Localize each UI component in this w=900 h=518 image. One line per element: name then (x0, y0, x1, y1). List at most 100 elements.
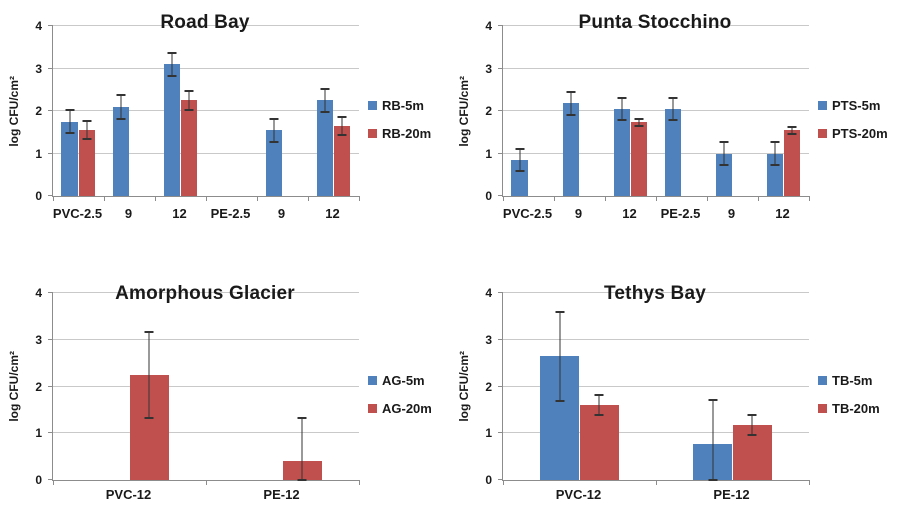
y-tick-label: 4 (485, 19, 492, 33)
chart-title: Road Bay (160, 12, 250, 33)
bar-RB-5m (316, 100, 334, 196)
bar-PTS-5m (511, 159, 529, 196)
x-axis-label: 9 (727, 206, 736, 221)
legend-item: TB-5m (818, 373, 900, 388)
error-bar (787, 125, 797, 135)
error-bar-cap-bottom (719, 163, 729, 166)
error-bar (144, 330, 154, 419)
bar-RB-20m (180, 100, 198, 196)
y-tick-label: 4 (35, 286, 42, 300)
y-tick-label: 1 (485, 426, 492, 441)
y-tick-label: 3 (35, 332, 42, 347)
error-bar-cap-top (337, 115, 347, 118)
error-bar-cap-bottom (617, 118, 627, 121)
y-tick-mark (498, 479, 503, 480)
y-tick-mark (48, 152, 53, 154)
x-tick-mark (308, 196, 309, 201)
x-axis-label: PE-12 (713, 487, 750, 502)
legend-swatch (818, 404, 827, 413)
error-bar-cap-top (617, 96, 627, 99)
chart-title: Tethys Bay (604, 283, 706, 304)
x-tick-mark (707, 196, 708, 201)
error-bar-line (791, 126, 793, 134)
gridline (503, 110, 809, 111)
y-axis: 0 1 2 3 4 (450, 287, 492, 486)
error-bar-cap-top (555, 310, 565, 313)
legend: TB-5m TB-20m (818, 293, 900, 480)
error-bar-cap-top (594, 394, 604, 397)
y-tick-label: 0 (35, 473, 42, 487)
y-tick-label: 4 (35, 19, 42, 33)
legend-swatch (368, 404, 377, 413)
error-bar (668, 96, 678, 121)
gridline (53, 110, 359, 111)
x-axis-label: 12 (172, 206, 187, 221)
legend-swatch (368, 128, 377, 138)
error-bar (555, 310, 565, 402)
gridline (503, 432, 809, 434)
error-bar-cap-bottom (144, 416, 154, 419)
gridline (503, 152, 809, 154)
x-axis-label: PVC-2.5 (502, 206, 553, 221)
error-bar-cap-top (65, 109, 75, 112)
error-bar-line (751, 415, 753, 435)
error-bar-cap-bottom (269, 140, 279, 143)
x-tick-mark (503, 480, 504, 485)
error-bar-cap-bottom (320, 110, 330, 113)
y-tick-mark (498, 195, 503, 196)
error-bar-line (69, 110, 71, 134)
x-tick-mark (554, 196, 555, 201)
error-bar-cap-bottom (708, 479, 718, 481)
gridline (53, 385, 359, 387)
y-tick-mark (48, 385, 53, 387)
bar-TB-20m (579, 405, 620, 480)
x-tick-mark (359, 480, 360, 485)
bar-RB-5m (163, 64, 181, 196)
error-bar-cap-top (116, 93, 126, 96)
y-tick-label: 0 (485, 473, 492, 487)
gridline (503, 25, 809, 26)
plot-area (48, 25, 360, 201)
error-bar-cap-top (668, 96, 678, 99)
error-bar-cap-top (719, 141, 729, 144)
error-bar-cap-top (787, 125, 797, 128)
error-bar-cap-bottom (747, 433, 757, 436)
gridline (53, 25, 359, 26)
x-tick-mark (656, 196, 657, 201)
x-tick-mark (206, 480, 207, 485)
legend: RB-5m RB-20m (368, 26, 450, 196)
error-bar-line (559, 311, 561, 401)
gridline (53, 152, 359, 154)
gridline (503, 385, 809, 387)
legend-label: RB-20m (382, 125, 432, 141)
legend: AG-5m AG-20m (368, 293, 450, 480)
x-axis-label: 12 (622, 206, 637, 221)
error-bar-line (341, 116, 343, 135)
x-tick-mark (104, 196, 105, 201)
y-tick-mark (498, 432, 503, 434)
error-bar-line (570, 91, 572, 115)
y-tick-mark (498, 25, 503, 26)
error-bar-line (148, 331, 150, 418)
x-axis-label: PE-2.5 (210, 206, 251, 221)
error-bar (708, 399, 718, 481)
error-bar-line (774, 142, 776, 165)
x-tick-mark (155, 196, 156, 201)
error-bar-line (723, 142, 725, 165)
y-tick-label: 1 (35, 146, 42, 161)
gridline (503, 338, 809, 340)
error-bar (116, 93, 126, 120)
x-tick-mark (206, 196, 207, 201)
legend-item: PTS-5m (818, 98, 900, 113)
bar-PTS-5m (562, 103, 580, 196)
x-axis-label: 9 (277, 206, 286, 221)
error-bar-cap-top (708, 399, 718, 402)
bar-RB-20m (78, 130, 96, 196)
error-bar-cap-top (515, 147, 525, 150)
error-bar-line (712, 400, 714, 480)
y-tick-mark (498, 110, 503, 111)
y-tick-mark (48, 67, 53, 69)
x-tick-mark (656, 480, 657, 485)
y-tick-label: 2 (485, 104, 492, 118)
